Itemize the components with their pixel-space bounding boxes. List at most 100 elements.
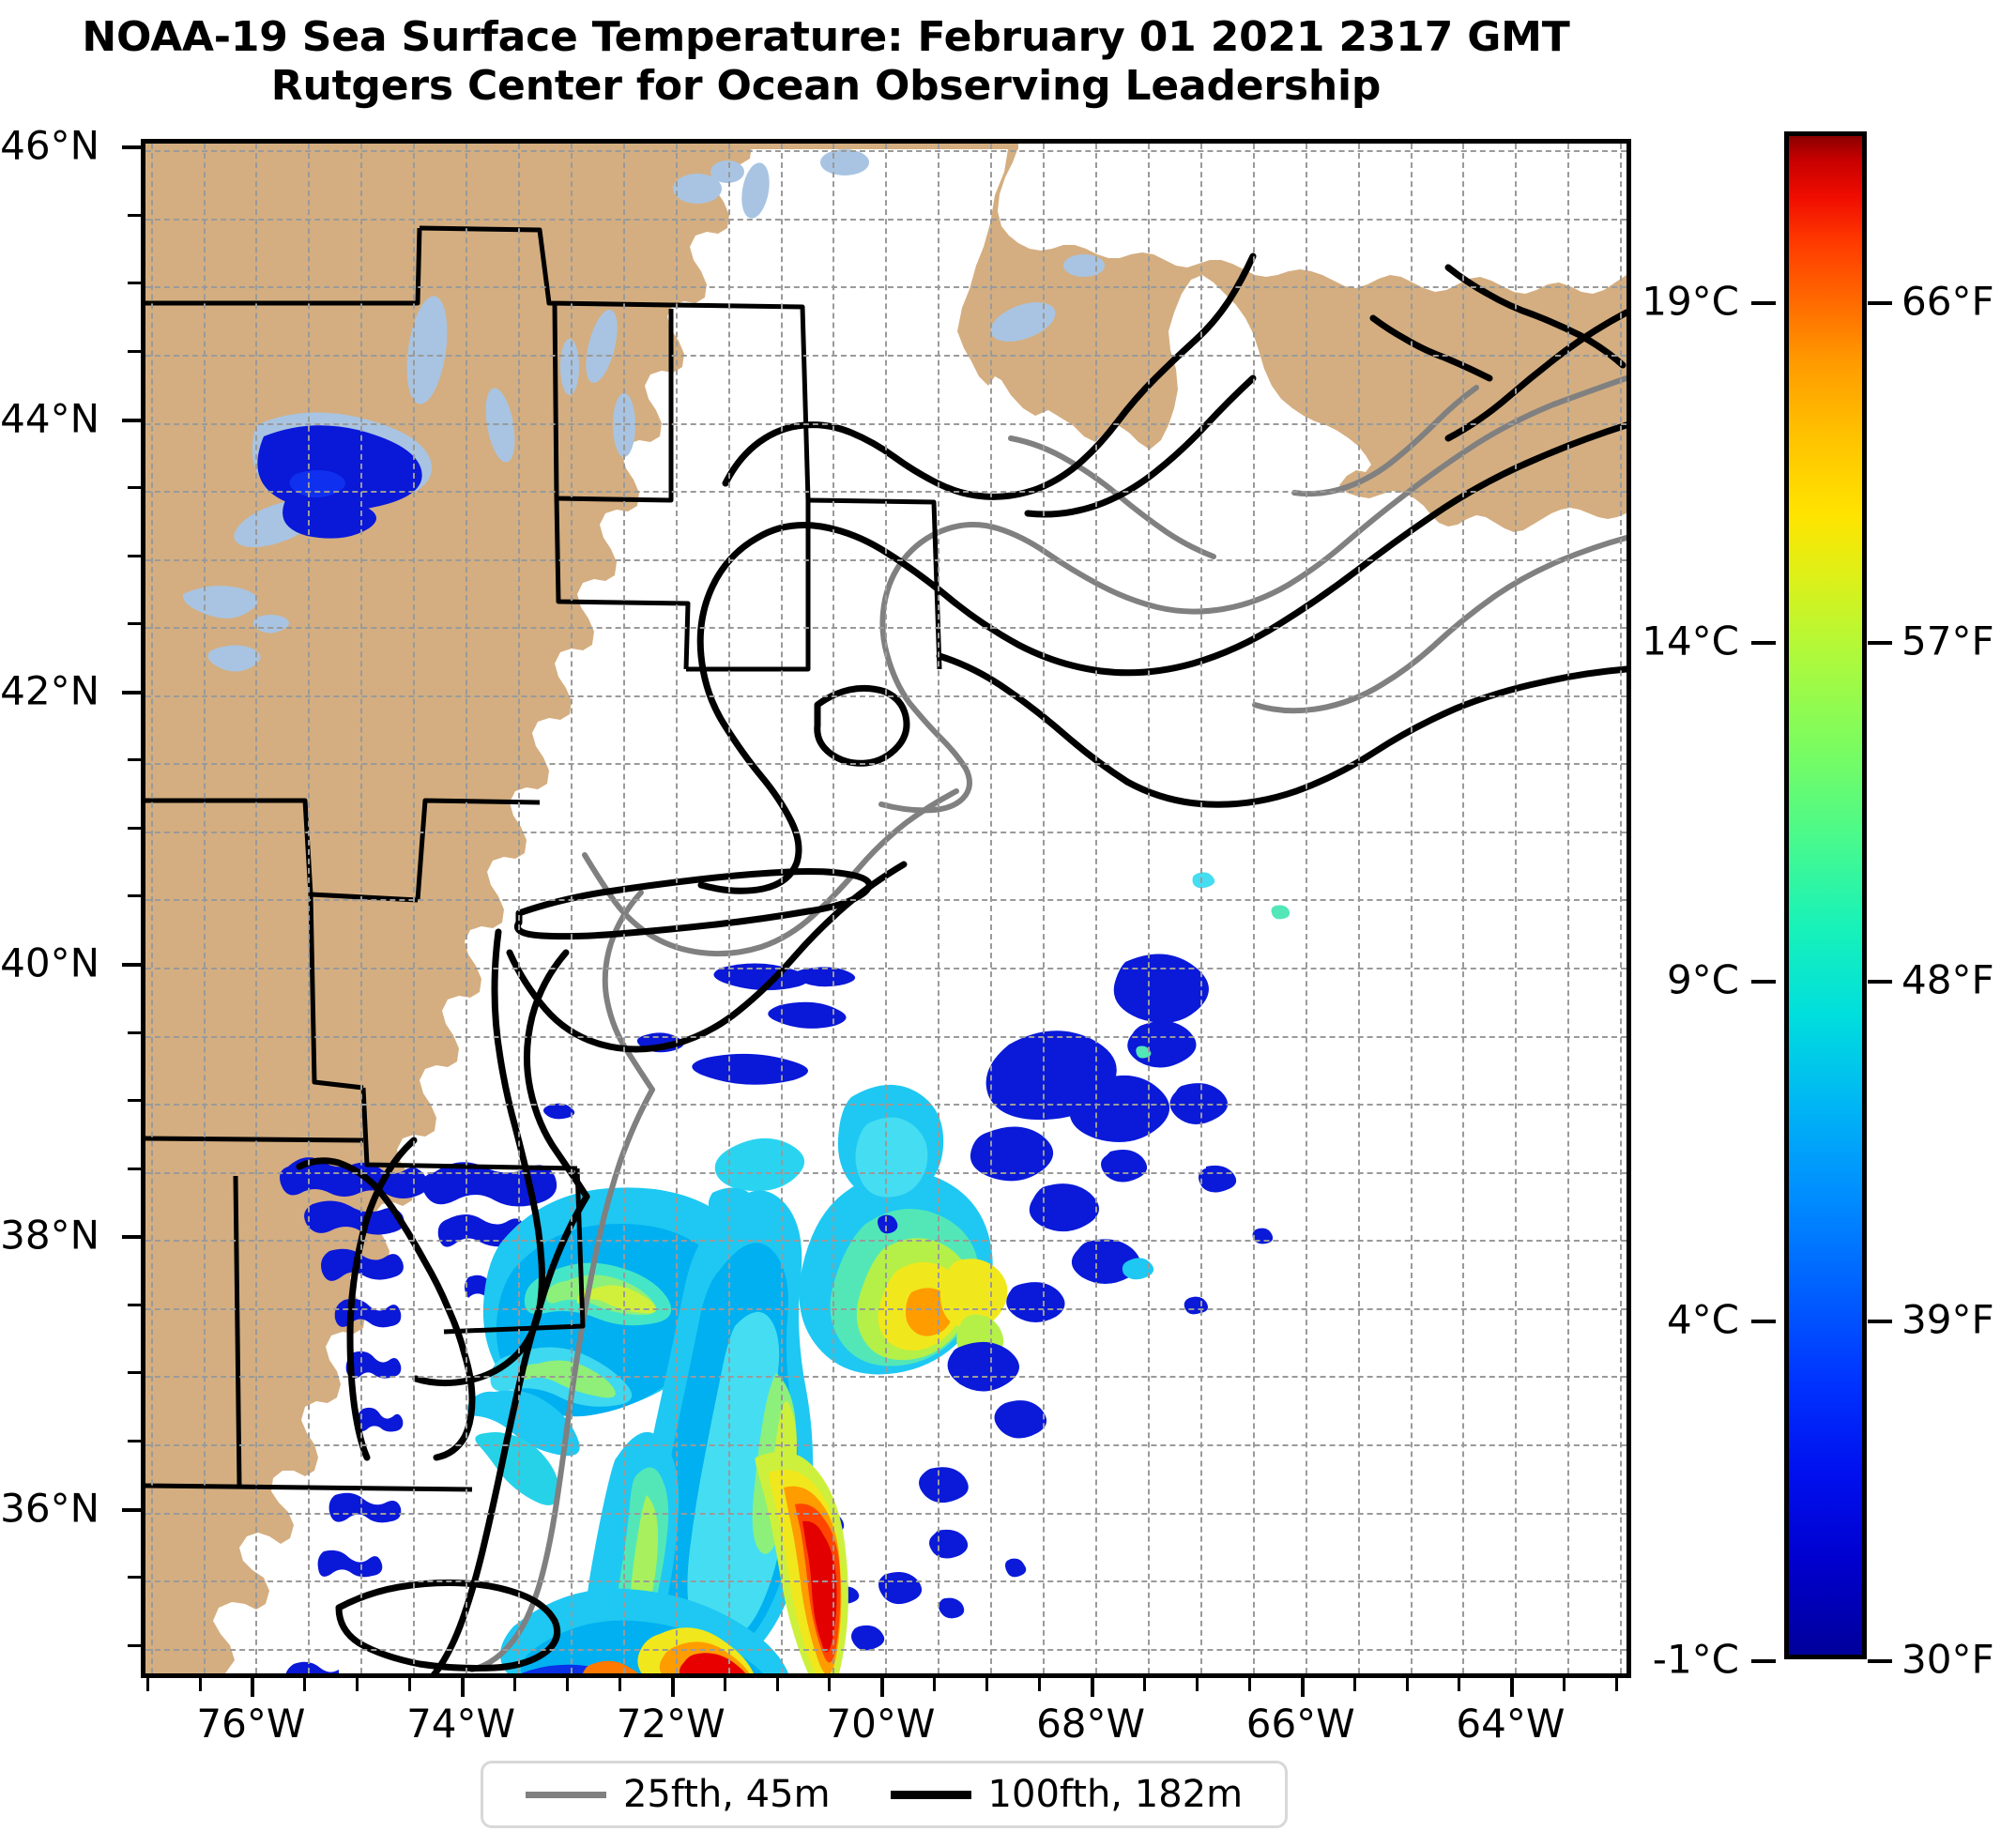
lon-minor-tick [1405, 1678, 1409, 1691]
colorbar-label-fahrenheit: 66°F [1901, 278, 1994, 325]
lon-minor-tick [723, 1678, 726, 1691]
colorbar-tick-fahrenheit [1868, 980, 1892, 985]
colorbar-tick-fahrenheit [1868, 1659, 1892, 1663]
lat-minor-tick [128, 894, 141, 898]
sst-colorbar[interactable] [1784, 131, 1867, 1659]
lon-minor-tick [303, 1678, 307, 1691]
legend-label-100fth: 100fth, 182m [987, 1773, 1244, 1816]
lat-minor-tick [128, 1303, 141, 1306]
lon-minor-tick [356, 1678, 359, 1691]
lon-minor-tick [828, 1678, 832, 1691]
lat-minor-tick [128, 1030, 141, 1034]
lon-minor-tick [1563, 1678, 1566, 1691]
sst-gulf-stream [583, 1451, 848, 1673]
legend-entry-100fth: 100fth, 182m [890, 1773, 1244, 1816]
lat-minor-tick [128, 213, 141, 217]
sst-scattered-offshore [1122, 872, 1291, 1315]
lon-minor-tick [933, 1678, 937, 1691]
lon-axis-label: 66°W [1245, 1701, 1355, 1747]
state-borders [145, 225, 942, 1492]
colorbar-tick-celsius [1751, 980, 1776, 985]
lon-major-tick [670, 1678, 675, 1697]
lon-major-tick [880, 1678, 885, 1697]
lat-minor-tick [128, 1167, 141, 1170]
lat-minor-tick [128, 349, 141, 353]
lon-minor-tick [1195, 1678, 1199, 1691]
lon-minor-tick [198, 1678, 202, 1691]
legend-label-25fth: 25fth, 45m [622, 1773, 831, 1816]
lat-minor-tick [128, 1440, 141, 1443]
lon-axis-label: 68°W [1036, 1701, 1146, 1747]
lat-minor-tick [128, 826, 141, 830]
colorbar-tick-celsius [1751, 1659, 1776, 1663]
colorbar-tick-fahrenheit [1868, 300, 1892, 305]
lon-axis-label: 74°W [406, 1701, 516, 1747]
lon-minor-tick [985, 1678, 989, 1691]
lon-minor-tick [1142, 1678, 1146, 1691]
isobath-100fth [431, 309, 1627, 1673]
lat-axis-label: 44°N [0, 395, 99, 442]
lon-axis-label: 70°W [826, 1701, 936, 1747]
legend-line-25fth-icon [525, 1791, 606, 1798]
lat-minor-tick [128, 486, 141, 490]
map-plot-area[interactable] [141, 139, 1631, 1678]
colorbar-label-celsius: 19°C [1642, 278, 1739, 325]
lon-minor-tick [513, 1678, 516, 1691]
legend-line-100fth-icon [890, 1790, 971, 1799]
lon-minor-tick [565, 1678, 569, 1691]
lat-axis-label: 42°N [0, 667, 99, 714]
colorbar-label-fahrenheit: 48°F [1901, 956, 1994, 1003]
lon-minor-tick [775, 1678, 779, 1691]
lat-major-tick [122, 418, 141, 422]
lon-minor-tick [1615, 1678, 1619, 1691]
lat-major-tick [122, 1507, 141, 1512]
isobath-legend[interactable]: 25fth, 45m 100fth, 182m [481, 1761, 1288, 1828]
legend-entry-25fth: 25fth, 45m [525, 1773, 831, 1816]
title-line-1: NOAA-19 Sea Surface Temperature: Februar… [82, 13, 1570, 61]
lon-minor-tick [1458, 1678, 1461, 1691]
colorbar-tick-celsius [1751, 1320, 1776, 1324]
colorbar-label-celsius: -1°C [1652, 1636, 1739, 1683]
lat-minor-tick [128, 758, 141, 762]
lon-major-tick [461, 1678, 466, 1697]
colorbar-tick-fahrenheit [1868, 640, 1892, 645]
sst-lake-ontario [252, 412, 433, 539]
colorbar-label-fahrenheit: 57°F [1901, 618, 1994, 664]
chart-title-block: NOAA-19 Sea Surface Temperature: Februar… [0, 13, 1652, 111]
lon-axis-label: 72°W [616, 1701, 725, 1747]
lat-minor-tick [128, 282, 141, 285]
lat-major-tick [122, 690, 141, 695]
lat-major-tick [122, 1235, 141, 1240]
map-clip [145, 144, 1627, 1673]
lon-major-tick [1300, 1678, 1305, 1697]
lat-minor-tick [128, 1643, 141, 1647]
colorbar-label-celsius: 14°C [1642, 618, 1739, 664]
colorbar-tick-fahrenheit [1868, 1320, 1892, 1324]
sst-midshelf-band [499, 1190, 814, 1673]
lat-axis-label: 36°N [0, 1485, 99, 1532]
lon-minor-tick [145, 1678, 149, 1691]
colorbar-label-celsius: 9°C [1666, 956, 1739, 1003]
lat-axis-label: 40°N [0, 939, 99, 986]
lon-axis-label: 76°W [196, 1701, 306, 1747]
colorbar-label-fahrenheit: 39°F [1901, 1296, 1994, 1343]
colorbar-label-celsius: 4°C [1666, 1296, 1739, 1343]
lat-major-tick [122, 963, 141, 968]
lat-axis-label: 38°N [0, 1212, 99, 1259]
lon-major-tick [1510, 1678, 1515, 1697]
land-mass-northeast [145, 144, 1627, 532]
lat-major-tick [122, 145, 141, 150]
lon-minor-tick [1247, 1678, 1251, 1691]
lon-minor-tick [1038, 1678, 1042, 1691]
colorbar-tick-celsius [1751, 300, 1776, 305]
lon-major-tick [251, 1678, 255, 1697]
lat-minor-tick [128, 554, 141, 557]
colorbar-tick-celsius [1751, 640, 1776, 645]
lon-minor-tick [1352, 1678, 1356, 1691]
lat-minor-tick [128, 1576, 141, 1580]
colorbar-label-fahrenheit: 30°F [1901, 1636, 1994, 1683]
lon-major-tick [1091, 1678, 1095, 1697]
lat-minor-tick [128, 1371, 141, 1375]
lon-axis-label: 64°W [1456, 1701, 1565, 1747]
lon-minor-tick [408, 1678, 412, 1691]
